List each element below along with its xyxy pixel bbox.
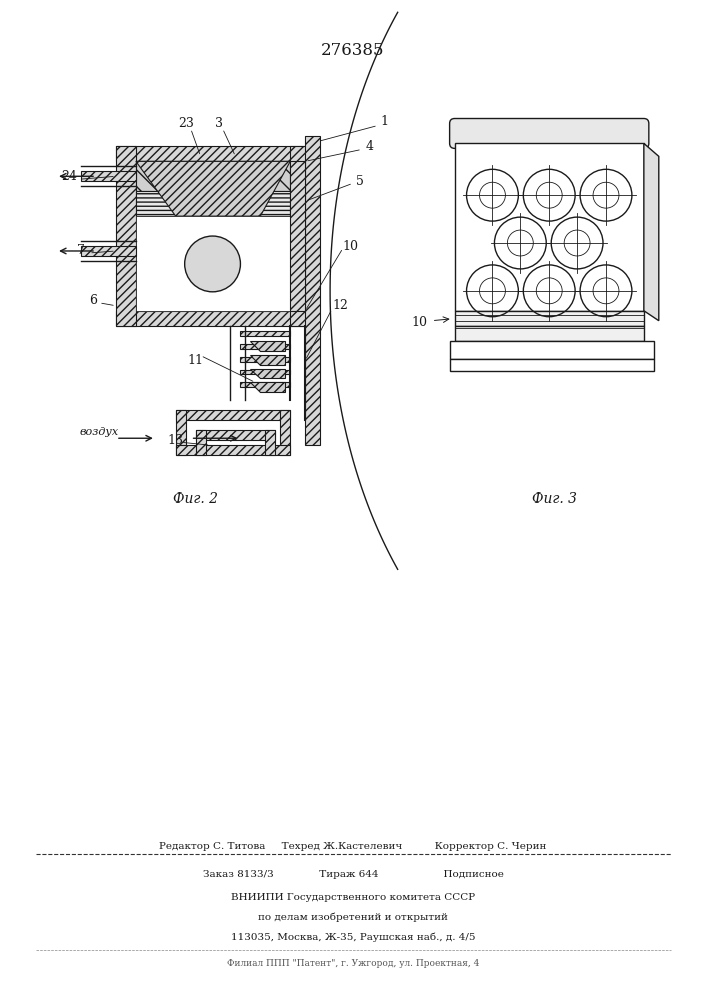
Polygon shape [644,143,659,321]
Polygon shape [450,341,654,359]
Polygon shape [455,311,644,326]
Text: 113035, Москва, Ж-35, Раушская наб., д. 4/5: 113035, Москва, Ж-35, Раушская наб., д. … [230,933,475,942]
Circle shape [185,236,240,292]
Text: Фиг. 3: Фиг. 3 [532,492,577,506]
Polygon shape [136,191,291,216]
Text: Фиг. 2: Фиг. 2 [173,492,218,506]
Polygon shape [250,341,285,351]
Polygon shape [136,216,291,311]
Polygon shape [176,410,186,455]
Text: Заказ 8133/3              Тираж 644                    Подписное: Заказ 8133/3 Тираж 644 Подписное [203,870,503,879]
Polygon shape [196,430,206,455]
Polygon shape [265,430,275,455]
Text: 5: 5 [356,175,364,188]
FancyBboxPatch shape [450,119,649,148]
Polygon shape [136,161,291,216]
Polygon shape [455,143,644,311]
Polygon shape [240,370,291,374]
Polygon shape [81,171,136,181]
Polygon shape [116,146,136,326]
Text: Редактор С. Титова     Техред Ж.Кастелевич          Корректор С. Черин: Редактор С. Титова Техред Ж.Кастелевич К… [159,842,547,851]
Polygon shape [240,382,291,387]
Text: 3: 3 [214,117,223,130]
Text: 10: 10 [411,316,428,329]
Text: воздух: воздух [79,427,118,437]
Polygon shape [455,131,644,146]
Polygon shape [305,136,320,445]
Polygon shape [240,357,291,362]
Text: 6: 6 [89,294,97,307]
Polygon shape [176,445,291,455]
Polygon shape [250,382,285,392]
Polygon shape [280,410,291,455]
Text: 10: 10 [342,240,358,253]
Text: 13: 13 [168,434,184,447]
Polygon shape [291,146,310,326]
Polygon shape [116,311,310,326]
Text: 1: 1 [381,115,389,128]
Text: 7: 7 [77,244,85,257]
Text: 4: 4 [366,140,374,153]
Text: 276385: 276385 [321,42,385,59]
Polygon shape [196,430,275,440]
Text: ВНИИПИ Государственного комитета СССР: ВНИИПИ Государственного комитета СССР [231,893,475,902]
Polygon shape [291,161,305,311]
Text: 23: 23 [177,117,194,130]
Text: по делам изобретений и открытий: по делам изобретений и открытий [258,913,448,922]
Polygon shape [455,326,644,341]
Polygon shape [116,146,310,161]
Polygon shape [136,161,291,191]
Polygon shape [450,359,654,371]
Text: Филиал ППП "Патент", г. Ужгород, ул. Проектная, 4: Филиал ППП "Патент", г. Ужгород, ул. Про… [227,959,479,968]
Polygon shape [176,410,291,420]
Polygon shape [240,344,291,349]
Polygon shape [81,246,136,256]
Text: 12: 12 [332,299,348,312]
Text: 11: 11 [187,354,204,367]
Polygon shape [250,355,285,365]
Text: 24: 24 [62,170,77,183]
Polygon shape [250,369,285,378]
Polygon shape [240,331,291,336]
